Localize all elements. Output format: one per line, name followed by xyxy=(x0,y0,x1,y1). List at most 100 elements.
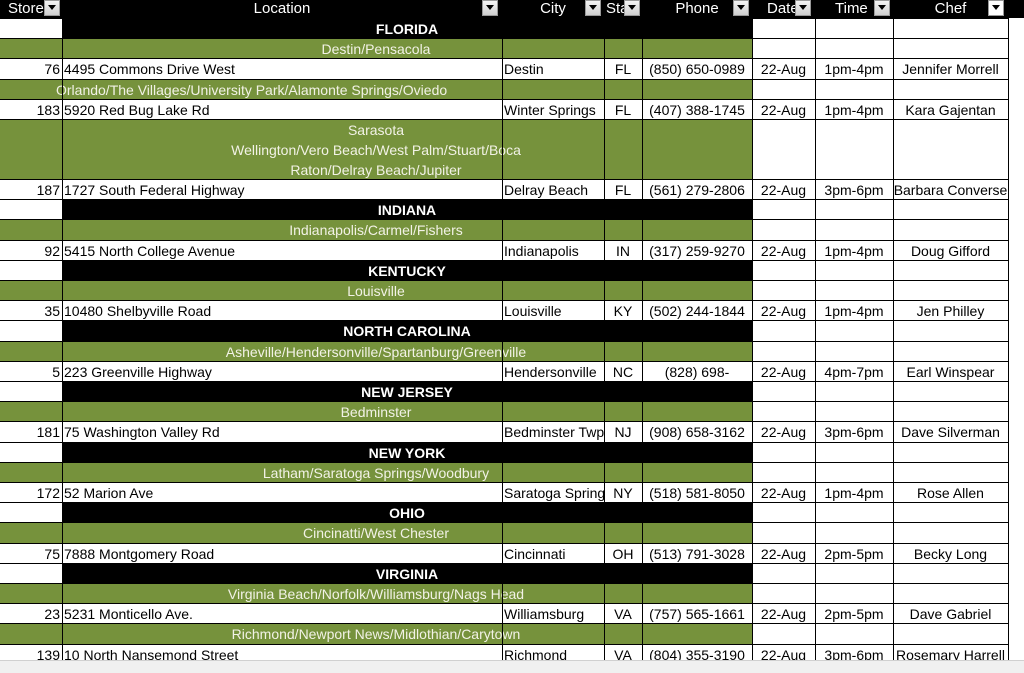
time-cell: 1pm-4pm xyxy=(824,485,884,501)
state-cell: FL xyxy=(614,61,632,78)
state-cell: VA xyxy=(614,646,632,663)
store-cell: 181 xyxy=(36,424,60,441)
gridline-horizontal xyxy=(0,502,1008,504)
store-cell: 35 xyxy=(44,303,60,320)
date-cell: 22-Aug xyxy=(760,242,807,259)
header-date: Date xyxy=(767,0,797,17)
state-cell: NY xyxy=(613,485,633,501)
gridline-horizontal xyxy=(0,623,1008,625)
chef-filter-dropdown[interactable] xyxy=(988,0,1004,16)
dropdown-arrow-icon xyxy=(628,5,636,10)
region-band: Destin/Pensacola xyxy=(0,39,752,60)
state-cell: IN xyxy=(616,242,630,259)
location-filter-dropdown[interactable] xyxy=(482,0,498,16)
state-header-band: OHIO xyxy=(62,503,752,524)
chef-cell: Earl Winspear xyxy=(906,363,995,380)
store-cell: 75 xyxy=(44,545,60,562)
store-cell: 23 xyxy=(44,606,60,623)
gridline-vertical xyxy=(642,18,643,665)
region-band-line: Wellington/Vero Beach/West Palm/Stuart/B… xyxy=(231,142,521,158)
gridline-horizontal xyxy=(0,340,1008,342)
location-cell: 223 Greenville Highway xyxy=(64,363,212,380)
state-header-band: FLORIDA xyxy=(62,19,752,40)
gridline-horizontal xyxy=(0,18,1008,19)
phone-cell: (850) 650-0989 xyxy=(649,61,745,78)
chef-cell: Doug Gifford xyxy=(910,242,991,259)
region-band: Cincinatti/West Chester xyxy=(0,523,752,544)
header-store: Store xyxy=(8,0,44,17)
header-city: City xyxy=(540,0,566,17)
store-cell: 172 xyxy=(36,485,60,501)
chef-cell: Jen Philley xyxy=(916,303,985,320)
time-filter-dropdown[interactable] xyxy=(874,0,890,16)
gridline-horizontal xyxy=(0,239,1008,241)
city-cell: Louisville xyxy=(504,303,562,320)
gridline-horizontal xyxy=(0,421,1008,423)
dropdown-arrow-icon xyxy=(878,5,886,10)
location-cell: 4495 Commons Drive West xyxy=(64,61,235,78)
location-cell: 5920 Red Bug Lake Rd xyxy=(64,101,210,118)
time-cell: 1pm-4pm xyxy=(824,303,884,320)
phone-cell: (757) 565-1661 xyxy=(649,606,745,623)
date-cell: 22-Aug xyxy=(760,646,807,663)
phone-cell: (502) 244-1844 xyxy=(649,303,745,320)
city-cell: Delray Beach xyxy=(504,182,589,198)
store-cell: 187 xyxy=(36,182,60,198)
gridline-horizontal xyxy=(0,522,1008,524)
gridline-vertical xyxy=(502,18,503,665)
gridline-vertical xyxy=(752,18,753,665)
city-filter-dropdown[interactable] xyxy=(585,0,601,16)
date-filter-dropdown[interactable] xyxy=(795,0,811,16)
horizontal-scrollbar[interactable] xyxy=(0,660,1024,673)
gridline-horizontal xyxy=(0,58,1008,60)
location-cell: 1727 South Federal Highway xyxy=(64,182,245,198)
gridline-vertical xyxy=(893,18,894,665)
gridline-horizontal xyxy=(0,461,1008,463)
phone-cell: (317) 259-9270 xyxy=(649,242,745,259)
gridline-horizontal xyxy=(0,643,1008,645)
dropdown-arrow-icon xyxy=(486,5,494,10)
region-band: Orlando/The Villages/University Park/Ala… xyxy=(0,79,752,100)
time-cell: 2pm-5pm xyxy=(824,606,884,623)
phone-filter-dropdown[interactable] xyxy=(733,0,749,16)
city-cell: Hendersonville xyxy=(504,363,597,380)
region-band: Latham/Saratoga Springs/Woodbury xyxy=(0,462,752,483)
gridline-horizontal xyxy=(0,119,1008,120)
state-header-band: NEW YORK xyxy=(62,442,752,463)
gridline-horizontal xyxy=(0,401,1008,403)
state-cell: OH xyxy=(612,545,634,562)
phone-cell: (561) 279-2806 xyxy=(649,182,745,198)
region-band: Asheville/Hendersonville/Spartanburg/Gre… xyxy=(0,341,752,362)
location-cell: 5231 Monticello Ave. xyxy=(64,606,193,623)
gridline-horizontal xyxy=(0,441,1008,443)
gridline-horizontal xyxy=(0,482,1008,483)
gridline-horizontal xyxy=(0,98,1008,100)
store-filter-dropdown[interactable] xyxy=(44,0,60,16)
phone-cell: (518) 581-8050 xyxy=(649,485,745,501)
date-cell: 22-Aug xyxy=(760,424,807,441)
gridline-horizontal xyxy=(0,542,1008,544)
gridline-horizontal xyxy=(0,381,1008,382)
city-cell: Destin xyxy=(504,61,544,78)
date-cell: 22-Aug xyxy=(760,182,807,198)
state-filter-dropdown[interactable] xyxy=(624,0,640,16)
store-cell: 139 xyxy=(36,646,60,663)
date-cell: 22-Aug xyxy=(760,545,807,562)
chef-cell: Becky Long xyxy=(913,545,988,562)
state-cell: VA xyxy=(614,606,632,623)
state-header-band: NEW JERSEY xyxy=(62,382,752,403)
location-cell: 52 Marion Ave xyxy=(64,485,154,501)
gridline-vertical xyxy=(1008,18,1009,665)
time-cell: 1pm-4pm xyxy=(824,242,884,259)
location-cell: 10480 Shelbyville Road xyxy=(64,303,212,320)
city-cell: Indianapolis xyxy=(504,242,579,259)
header-location: Location xyxy=(253,0,311,17)
region-band: Bedminster xyxy=(0,402,752,423)
city-cell: Cincinnati xyxy=(504,545,566,562)
chef-cell: Kara Gajentan xyxy=(905,101,996,118)
date-cell: 22-Aug xyxy=(760,485,807,501)
header-chef: Chef xyxy=(934,0,967,17)
state-cell: NJ xyxy=(614,424,632,441)
dropdown-arrow-icon xyxy=(737,5,745,10)
region-band: Louisville xyxy=(0,281,752,302)
